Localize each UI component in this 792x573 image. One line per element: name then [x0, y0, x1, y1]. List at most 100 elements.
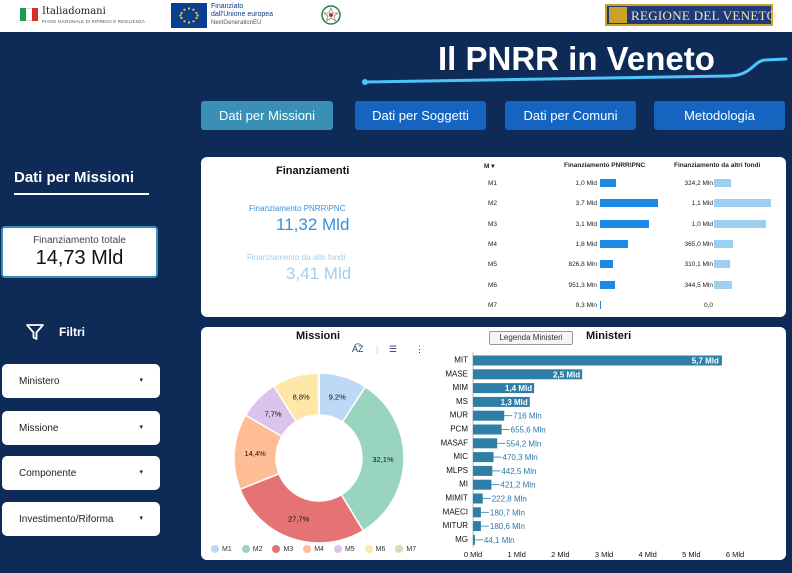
legend-item-m4[interactable]: M4 [303, 545, 324, 553]
x-tick-label: 4 Mld [638, 550, 656, 559]
tab-dati-per-comuni[interactable]: Dati per Comuni [505, 101, 636, 130]
x-tick-label: 0 Mld [464, 550, 482, 559]
pie-legend: M1 M2 M3 M4 M5 M6 M7 [211, 545, 416, 553]
title-decoration [362, 57, 788, 85]
total-funding-label: Finanziamento totale [33, 235, 126, 246]
pie-slice-m3[interactable] [238, 472, 365, 544]
ministeri-bar-chart: MIT 5,7 Mld MASE 2,5 Mld MIM 1,4 Mld MS 1,3 Mld… [440, 352, 744, 559]
bar-category-label: PCM [450, 425, 468, 434]
eu-line-2: dall'Unione europea [211, 11, 274, 18]
finanziamenti-title: Finanziamenti [276, 165, 350, 177]
tab-metodologia[interactable]: Metodologia [654, 101, 785, 130]
bar-maeci[interactable] [473, 507, 481, 518]
bar-mlps[interactable] [473, 465, 493, 476]
filters-header: Filtri [25, 322, 85, 342]
eu-line-3: NextGenerationEU [211, 20, 262, 26]
x-tick-label: 3 Mld [595, 550, 613, 559]
filter-lines-icon[interactable]: ☰ [389, 344, 398, 354]
legend-label: M1 [222, 545, 232, 553]
column-header-altri: Finanziamento da altri fondi [674, 162, 761, 169]
filter-label: Componente [19, 468, 77, 479]
bar-mase[interactable] [473, 369, 583, 380]
more-options-icon[interactable]: ⋮ [415, 344, 424, 354]
page-title: Il PNRR in Veneto [438, 40, 715, 77]
legenda-ministeri-button[interactable]: Legenda Ministeri [489, 331, 573, 345]
toolbar-divider: | [376, 344, 379, 354]
filter-missione-dropdown[interactable]: Missione ▾ [2, 411, 160, 445]
eu-funding-text: Finanziato dall'Unione europea NextGener… [211, 3, 273, 27]
legend-item-m3[interactable]: M3 [272, 545, 293, 553]
legend-item-m2[interactable]: M2 [241, 545, 262, 553]
bar-mur[interactable] [473, 410, 505, 421]
bar-category-label: MAECI [443, 507, 468, 516]
total-funding-value: 14,73 Mld [35, 247, 124, 269]
filters-label: Filtri [59, 325, 85, 339]
bar-mi[interactable] [473, 479, 492, 490]
bar-mimit[interactable] [473, 493, 483, 504]
chevron-down-icon: ▾ [139, 377, 143, 384]
legend-item-m6[interactable]: M6 [364, 545, 386, 553]
pie-slice-m7[interactable] [317, 372, 320, 416]
pie-slice-label: 27,7% [288, 515, 310, 524]
section-title: Dati per Missioni [14, 169, 135, 186]
pnrr-funding-value: 11,32 Mld [276, 215, 350, 234]
missions-funding-table: M ▾ Finanziamento PNRR\PNC Finanziamento… [201, 157, 786, 317]
bar-value-label: 470,3 Mln [503, 453, 538, 462]
other-funds-value: 3,41 Mld [286, 264, 352, 283]
filter-ministero-dropdown[interactable]: Ministero ▾ [2, 364, 160, 398]
chevron-down-icon: ▾ [139, 515, 143, 522]
legend-item-m7[interactable]: M7 [395, 545, 416, 553]
filter-componente-dropdown[interactable]: Componente ▾ [2, 456, 160, 490]
republic-emblem-icon [320, 3, 342, 27]
table-cell-pnrr-value: 826,8 Mln [568, 261, 597, 269]
filter-label: Missione [19, 423, 59, 434]
bar-mg[interactable] [473, 534, 475, 545]
sort-az-icon[interactable]: A͡Z [352, 344, 364, 354]
legend-color-dot [364, 545, 373, 553]
table-bar-pnrr [600, 219, 649, 228]
bar-mic[interactable] [473, 452, 494, 463]
table-cell-pnrr-value: 1,0 Mld [575, 180, 597, 187]
table-cell-mission: M7 [488, 301, 498, 309]
pie-slice-m2[interactable] [340, 385, 405, 532]
bar-category-label: MS [456, 397, 468, 406]
bar-value-label: 442,5 Mln [501, 467, 536, 476]
table-cell-altri-value: 310,1 Mln [684, 261, 713, 269]
column-header-m[interactable]: M ▾ [484, 162, 495, 170]
tab-dati-per-missioni[interactable]: Dati per Missioni [201, 101, 333, 130]
pie-slice-label: 8,8% [293, 393, 310, 402]
legend-item-m1[interactable]: M1 [211, 545, 232, 553]
pie-slice-label: 32,1% [372, 455, 394, 464]
bar-ms[interactable] [473, 396, 530, 407]
regione-veneto-text: REGIONE DEL VENETO [631, 8, 777, 23]
bar-category-label: MIT [454, 356, 468, 365]
bar-mitur[interactable] [473, 521, 481, 532]
bar-value-label: 716 Mln [513, 412, 541, 421]
bar-category-label: MITUR [443, 521, 469, 530]
pie-slice-label: 14,4% [245, 449, 267, 458]
italy-flag-icon [20, 8, 38, 21]
tab-dati-per-soggetti[interactable]: Dati per Soggetti [355, 101, 486, 130]
bar-masaf[interactable] [473, 438, 498, 449]
bar-mim[interactable] [473, 383, 535, 394]
chevron-down-icon: ▾ [139, 469, 143, 476]
eu-flag-icon [171, 3, 207, 28]
x-tick-label: 2 Mld [551, 550, 569, 559]
table-bar-pnrr [600, 300, 601, 309]
pnrr-funding-label: Finanziamento PNRR\PNC [249, 204, 346, 213]
legend-label: M6 [375, 545, 386, 553]
legend-item-m5[interactable]: M5 [333, 545, 355, 553]
bar-mit[interactable] [473, 355, 722, 366]
filter-icon [26, 324, 44, 340]
table-cell-altri-value: 0,0 [703, 301, 713, 309]
table-cell-mission: M2 [488, 200, 498, 208]
table-bar-altri [714, 280, 732, 289]
italiadomani-name: Italiadomani [42, 6, 106, 17]
filter-investimento-dropdown[interactable]: Investimento/Riforma ▾ [2, 502, 160, 536]
table-cell-altri-value: 324,2 Mln [684, 180, 713, 187]
table-cell-mission: M5 [488, 261, 498, 269]
bar-pcm[interactable] [473, 424, 502, 435]
bar-value-label: 1,3 Mld [501, 398, 528, 407]
table-cell-pnrr-value: 3,7 Mld [575, 200, 597, 208]
bar-category-label: MG [455, 535, 468, 544]
